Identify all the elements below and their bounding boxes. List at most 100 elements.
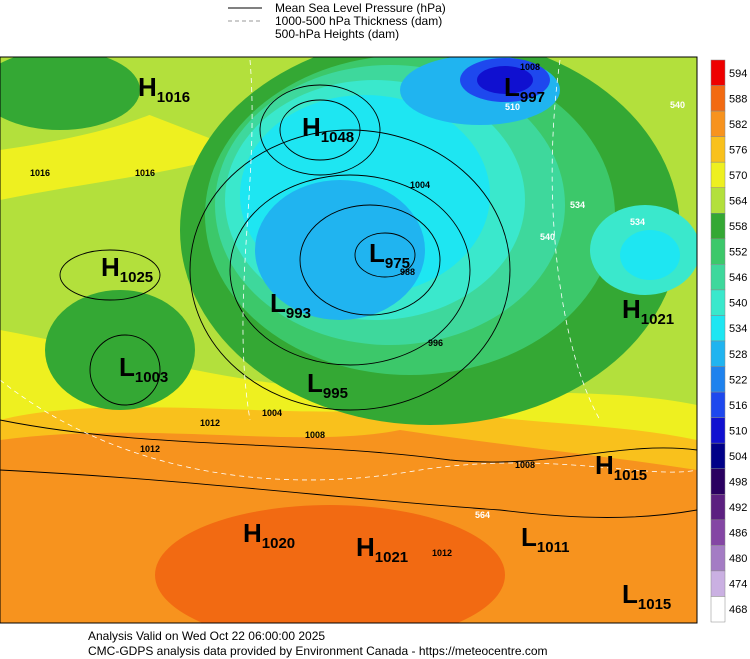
legend-label: 1000-500 hPa Thickness (dam): [275, 14, 442, 28]
colorbar-label: 564: [729, 196, 747, 208]
colorbar-label: 480: [729, 553, 747, 565]
field-510: [477, 66, 533, 94]
contour-label: 510: [505, 102, 520, 112]
colorbar-cell: [710, 391, 726, 418]
pressure-center: L1003: [119, 352, 168, 386]
center-value: 997: [520, 89, 545, 106]
contour-label: 996: [428, 338, 443, 348]
center-value: 1015: [638, 596, 671, 613]
center-value: 1003: [135, 369, 168, 386]
colorbar-cell: [710, 366, 726, 393]
colorbar-label: 546: [729, 272, 747, 284]
contour-label: 1012: [432, 548, 452, 558]
colorbar-cell: [710, 545, 726, 572]
pressure-center: H1048: [302, 112, 354, 146]
center-value: 1015: [614, 467, 647, 484]
colorbar-label: 540: [729, 298, 747, 310]
center-letter: H: [622, 294, 641, 324]
colorbar-label: 498: [729, 477, 747, 489]
colorbar-label: 522: [729, 374, 747, 386]
center-value: 1048: [321, 129, 354, 146]
center-letter: L: [521, 522, 537, 552]
colorbar-label: 468: [729, 604, 747, 616]
pressure-center: H1021: [356, 532, 408, 566]
map-frame: [0, 56, 698, 624]
colorbar-cell: [710, 596, 726, 623]
colorbar-cell: [710, 213, 726, 240]
thickness-lines: [0, 59, 697, 481]
pressure-center: L997: [504, 72, 545, 106]
center-letter: H: [138, 72, 157, 102]
center-value: 995: [323, 385, 348, 402]
pressure-center: L993: [270, 288, 311, 322]
colorbar-label: 510: [729, 425, 747, 437]
colorbar-cell: [710, 85, 726, 112]
center-value: 975: [385, 255, 410, 272]
contour-label: 1012: [200, 418, 220, 428]
contour-label: 1008: [305, 430, 325, 440]
footer-line: CMC-GDPS analysis data provided by Envir…: [88, 644, 548, 658]
center-value: 1025: [120, 269, 153, 286]
center-letter: L: [504, 72, 520, 102]
colorbar-cell: [710, 238, 726, 265]
field-558a: [0, 57, 140, 130]
colorbar-cell: [710, 340, 726, 367]
colorbar-label: 516: [729, 400, 747, 412]
colorbar-label: 576: [729, 144, 747, 156]
center-letter: H: [595, 450, 614, 480]
contour-label: 1016: [30, 168, 50, 178]
contour-label: 540: [540, 232, 555, 242]
pressure-center: H1016: [138, 72, 190, 106]
colorbar-label: 558: [729, 221, 747, 233]
colorbar-label: 534: [729, 323, 747, 335]
colorbar-cell: [710, 570, 726, 597]
center-letter: H: [302, 112, 321, 142]
contour-label: 564: [475, 510, 490, 520]
center-value: 1016: [157, 89, 190, 106]
pressure-center: H1020: [243, 518, 295, 552]
colorbar-label: 492: [729, 502, 747, 514]
center-letter: L: [369, 238, 385, 268]
pressure-center: L975: [369, 238, 410, 272]
pressure-center: L1015: [622, 579, 671, 613]
center-letter: L: [270, 288, 286, 318]
colorbar-label: 486: [729, 528, 747, 540]
contour-label: 988: [400, 267, 415, 277]
colorbar-label: 570: [729, 170, 747, 182]
colorbar-label: 504: [729, 451, 747, 463]
contour-label: 1008: [515, 460, 535, 470]
colorbar-cell: [710, 519, 726, 546]
legend-label: 500-hPa Heights (dam): [275, 27, 399, 41]
colorbar-cell: [710, 136, 726, 163]
contour-label: 540: [670, 100, 685, 110]
contour-label: 534: [630, 217, 645, 227]
center-value: 1020: [262, 535, 295, 552]
center-value: 1021: [375, 549, 408, 566]
colorbar-label: 552: [729, 247, 747, 259]
colorbar-cell: [710, 161, 726, 188]
colorbar-cell: [710, 59, 726, 86]
field-534b: [620, 230, 680, 280]
field-528: [255, 180, 425, 320]
contour-label: 1012: [140, 444, 160, 454]
center-value: 1021: [641, 311, 674, 328]
center-value: 1011: [537, 539, 570, 556]
contour-label: 1008: [520, 62, 540, 72]
contour-label: 534: [570, 200, 585, 210]
colorbar-cell: [710, 110, 726, 137]
pressure-center: L995: [307, 368, 348, 402]
colorbar-label: 474: [729, 579, 747, 591]
center-value: 993: [286, 305, 311, 322]
colorbar-cell: [710, 442, 726, 469]
contour-label: 1004: [410, 180, 430, 190]
center-letter: H: [101, 252, 120, 282]
pressure-center: H1021: [622, 294, 674, 328]
colorbar-cell: [710, 187, 726, 214]
contour-label: 1016: [135, 168, 155, 178]
map-field: [0, 57, 697, 623]
pressure-center: H1015: [595, 450, 647, 484]
legend-label: Mean Sea Level Pressure (hPa): [275, 1, 446, 15]
colorbar-label: 594: [729, 68, 747, 80]
colorbar-cell: [710, 468, 726, 495]
